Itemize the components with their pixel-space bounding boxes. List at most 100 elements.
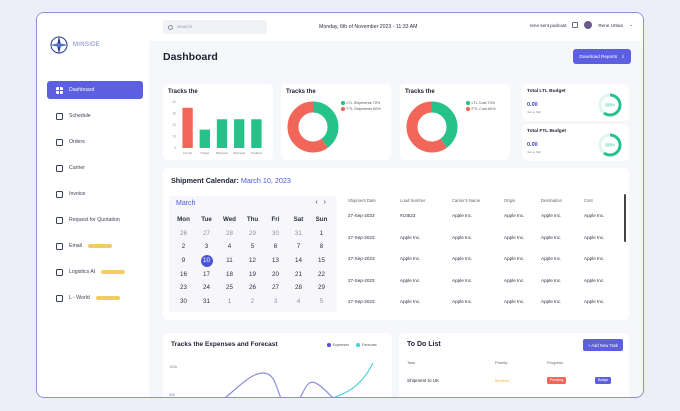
sidebar-item-schedule[interactable]: Schedule <box>47 107 143 125</box>
calendar-day[interactable]: 19 <box>241 268 264 282</box>
calendar-day-number: 30 <box>180 298 187 306</box>
sidebar-item-invoice[interactable]: Invoice <box>47 185 143 203</box>
calendar-day[interactable]: 18 <box>218 268 241 282</box>
column-header: Progress <box>547 360 564 365</box>
table-row[interactable]: 27-Sep-2023 Apple Inc. Apple Inc. Apple Inc… <box>348 227 628 249</box>
calendar-day[interactable]: 11 <box>218 254 241 268</box>
table-row[interactable]: 27-Sep-2023 Apple Inc. Apple Inc. Apple Inc… <box>348 248 628 270</box>
sidebar-item-l-world[interactable]: L - World <box>47 289 143 307</box>
calendar-day[interactable]: 25 <box>218 281 241 295</box>
calendar-day[interactable]: 5 <box>241 240 264 254</box>
table-row[interactable]: 27-Sep-2023 Apple Inc. Apple Inc. Apple Inc… <box>348 270 628 292</box>
calendar-day[interactable]: 13 <box>264 254 287 268</box>
download-label: Download Reports <box>579 54 618 59</box>
chevron-down-icon[interactable]: ⌄ <box>629 22 633 27</box>
action-badge[interactable]: Badge <box>595 397 611 398</box>
calendar-day[interactable]: 12 <box>241 254 264 268</box>
bell-icon[interactable] <box>572 22 579 28</box>
calendar-day-number: 1 <box>227 298 232 306</box>
avatar[interactable] <box>584 21 593 29</box>
calendar-day[interactable]: 30 <box>172 295 195 309</box>
calendar-day[interactable]: 22 <box>310 268 333 282</box>
calendar-day[interactable]: 20 <box>264 268 287 282</box>
todo-row[interactable]: Shipment to UK Medium Pending Badge <box>407 377 619 384</box>
calendar-day[interactable]: 30 <box>264 227 287 241</box>
sidebar-item-rfq[interactable]: Request for Quotation <box>47 211 143 229</box>
globe-icon <box>56 294 63 302</box>
calendar-day[interactable]: 28 <box>287 281 310 295</box>
logo[interactable]: MINSIDE <box>49 35 100 55</box>
action-pill-wrap: Badge <box>595 397 619 398</box>
chevron-left-icon[interactable]: ‹ <box>315 199 324 206</box>
chart-legend: LTL Cost 70% FTL Cost 60% <box>466 100 496 112</box>
y-tick: 100k <box>169 365 178 369</box>
calendar-day[interactable]: 26 <box>172 227 195 241</box>
calendar-day-number: 9 <box>181 257 186 265</box>
action-badge[interactable]: Badge <box>595 377 612 384</box>
ticker-text: rene sent podcast <box>529 22 567 28</box>
sidebar-item-dashboard[interactable]: Dashboard <box>47 81 143 99</box>
y-tick-label: 0 <box>174 146 176 150</box>
calendar-day-number: 4 <box>227 243 232 251</box>
sidebar-item-label: Request for Quotation <box>69 217 120 223</box>
calendar-day[interactable]: 4 <box>218 240 241 254</box>
calendar-day[interactable]: 16 <box>172 268 195 282</box>
calendar-day[interactable]: 10 <box>195 254 218 268</box>
calendar-day[interactable]: 5 <box>310 295 333 309</box>
calendar-day[interactable]: 29 <box>241 227 264 241</box>
table-row[interactable]: 27-Sep-2023 Apple Inc. Apple Inc. Apple Inc… <box>348 291 628 313</box>
calendar-day[interactable]: 2 <box>172 240 195 254</box>
forecast-line <box>333 362 374 397</box>
sidebar-item-logistics-ai[interactable]: Logistics AI <box>47 263 143 281</box>
calendar-day[interactable]: 17 <box>195 268 218 282</box>
calendar-day[interactable]: 28 <box>218 227 241 241</box>
download-reports-button[interactable]: Download Reports ⇩ <box>573 49 631 64</box>
calendar-day[interactable]: 26 <box>241 281 264 295</box>
sidebar-item-email[interactable]: Email <box>47 237 143 255</box>
table-row[interactable]: 27-Sep-2023 #10523 Apple Inc. Apple Inc. App… <box>348 205 628 227</box>
ring-label: 60% <box>605 103 614 108</box>
calendar-day-number: 29 <box>318 284 325 292</box>
calendar-day[interactable]: 4 <box>287 295 310 309</box>
calendar-day[interactable]: 21 <box>287 268 310 282</box>
calendar-day[interactable]: 15 <box>310 254 333 268</box>
app-window: MINSIDE Dashboard Schedule Orders Carrie… <box>36 12 644 398</box>
calendar-day[interactable]: 14 <box>287 254 310 268</box>
bar <box>251 119 262 148</box>
sidebar-item-orders[interactable]: Orders <box>47 133 143 151</box>
weekday-header: Thu <box>246 216 259 223</box>
todo-row[interactable]: Shipment to UKHighDeliveredBadge <box>407 397 619 398</box>
calendar-day[interactable]: 1 <box>218 295 241 309</box>
calendar-day-number: 24 <box>203 284 210 292</box>
sidebar-item-carrier[interactable]: Carrier <box>47 159 143 177</box>
legend-label: LTL Cost 70% <box>471 101 496 105</box>
table-header-row: Shipment Date Load Number Carrier's Name Or… <box>348 195 628 205</box>
donut-slice <box>406 101 458 153</box>
table-scrollbar[interactable] <box>624 194 626 242</box>
calendar-day[interactable]: 2 <box>241 295 264 309</box>
shipments-donut-chart <box>287 101 339 153</box>
calendar-day[interactable]: 29 <box>310 281 333 295</box>
calendar-day[interactable]: 7 <box>287 240 310 254</box>
calendar-day[interactable]: 9 <box>172 254 195 268</box>
search-input[interactable]: Search <box>163 20 267 34</box>
calendar-day[interactable]: 31 <box>287 227 310 241</box>
table-cell: Apple Inc. <box>452 277 473 283</box>
calendar-day[interactable]: 1 <box>310 227 333 241</box>
shipments-table: Shipment Date Load Number Carrier's Name Or… <box>348 195 628 313</box>
calendar-day-number: 11 <box>226 257 233 265</box>
calendar-day[interactable]: 3 <box>264 295 287 309</box>
calendar-day[interactable]: 31 <box>195 295 218 309</box>
calendar-day[interactable]: 6 <box>264 240 287 254</box>
chevron-right-icon[interactable]: › <box>323 199 332 206</box>
sidebar-item-label: Schedule <box>69 113 91 119</box>
calendar-day[interactable]: 27 <box>195 227 218 241</box>
calendar-day[interactable]: 23 <box>172 281 195 295</box>
calendar-day[interactable]: 24 <box>195 281 218 295</box>
calendar-day[interactable]: 27 <box>264 281 287 295</box>
calendar-day[interactable]: 8 <box>310 240 333 254</box>
add-task-button[interactable]: + Add New Task <box>582 339 623 351</box>
calendar-day[interactable]: 3 <box>195 240 218 254</box>
calendar-day-number: 1 <box>319 229 324 237</box>
compass-logo-icon <box>50 36 68 54</box>
